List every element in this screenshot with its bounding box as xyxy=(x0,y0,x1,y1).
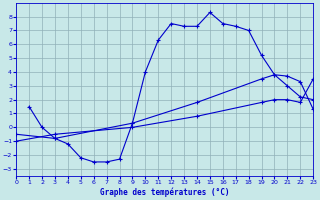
X-axis label: Graphe des températures (°C): Graphe des températures (°C) xyxy=(100,188,229,197)
